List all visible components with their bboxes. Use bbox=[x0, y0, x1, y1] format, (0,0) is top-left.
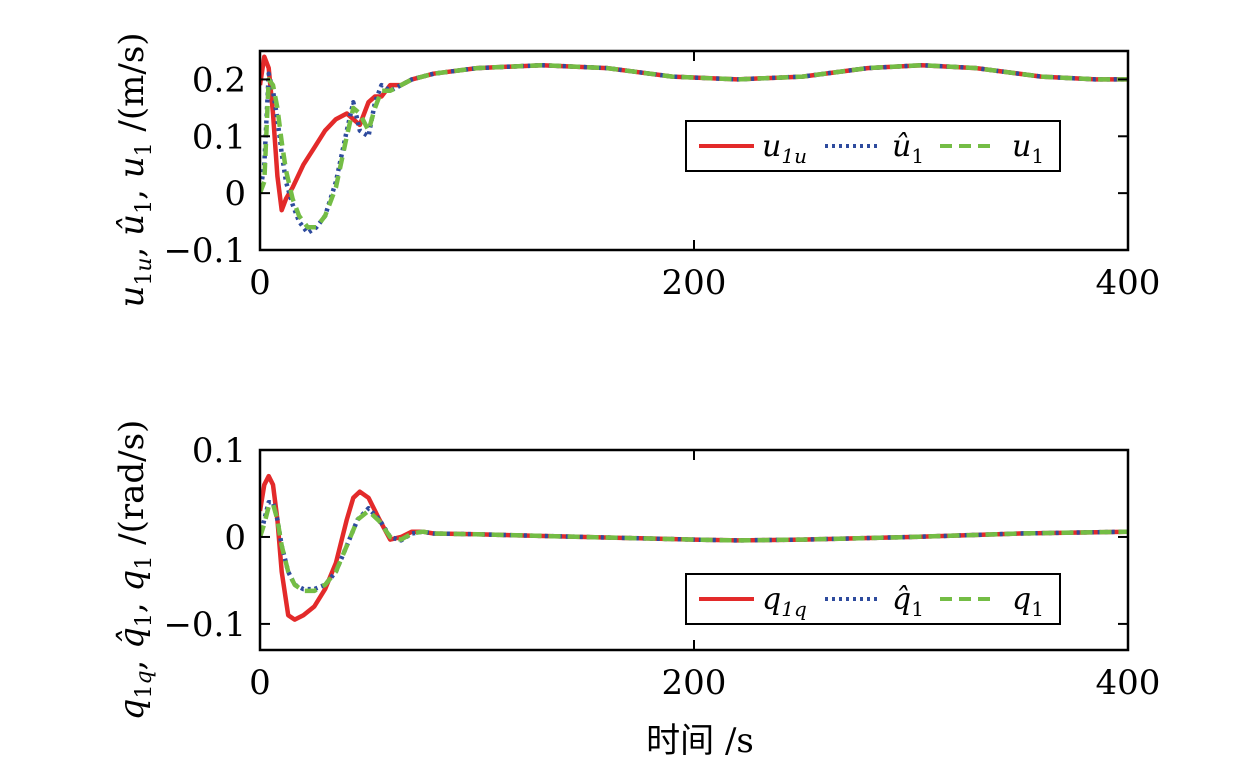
bottom-plot-lines bbox=[260, 473, 1128, 622]
top-y-tick-label: 0.2 bbox=[192, 60, 246, 100]
bottom-x-tick-label: 200 bbox=[662, 663, 727, 703]
bottom-x-tick-label: 0 bbox=[249, 663, 271, 703]
top-plot-lines bbox=[260, 54, 1128, 236]
top-x-tick-label: 400 bbox=[1096, 263, 1161, 303]
legend-label-u1hat: û1 bbox=[892, 129, 924, 168]
svg-text:u1u, û1, u1 /(m/s): u1u, û1, u1 /(m/s) bbox=[112, 32, 157, 307]
top-y-tick-label: 0 bbox=[224, 174, 246, 214]
top-x-tick-label: 0 bbox=[249, 263, 271, 303]
top-x-tick-label: 200 bbox=[662, 263, 727, 303]
bottom-x-tick-label: 400 bbox=[1096, 663, 1161, 703]
top-panel: 0 200 400−0.100.10.2 u1u, û1, u1 /(m/s) u1… bbox=[112, 32, 1160, 307]
bottom-panel: 0 200 400−0.100.1 q1q, q̂1, q1 /(rad/s) 时间… bbox=[112, 420, 1160, 761]
top-series-line-2 bbox=[260, 62, 1128, 230]
svg-text:q1q, q̂1, q1 /(rad/s): q1q, q̂1, q1 /(rad/s) bbox=[112, 420, 157, 721]
bottom-series-line-2 bbox=[260, 501, 1128, 594]
bottom-legend: q1q q̂1 q1 bbox=[685, 573, 1061, 625]
top-legend: u1u û1 u1 bbox=[685, 120, 1061, 172]
bottom-x-axis-label: 时间 /s bbox=[646, 721, 754, 761]
bottom-y-tick-label: 0.1 bbox=[192, 431, 246, 471]
bottom-y-tick-label: −0.1 bbox=[163, 605, 246, 645]
bottom-y-tick-label: 0 bbox=[224, 518, 246, 558]
bottom-axis-ticks: 0 200 400−0.100.1 bbox=[163, 431, 1160, 703]
top-y-tick-label: 0.1 bbox=[192, 117, 246, 157]
top-axis-ticks: 0 200 400−0.100.10.2 bbox=[163, 51, 1160, 303]
top-y-tick-label: −0.1 bbox=[163, 231, 246, 271]
top-y-axis-label: u1u, û1, u1 /(m/s) bbox=[112, 32, 157, 307]
bottom-y-axis-label: q1q, q̂1, q1 /(rad/s) bbox=[112, 420, 157, 721]
